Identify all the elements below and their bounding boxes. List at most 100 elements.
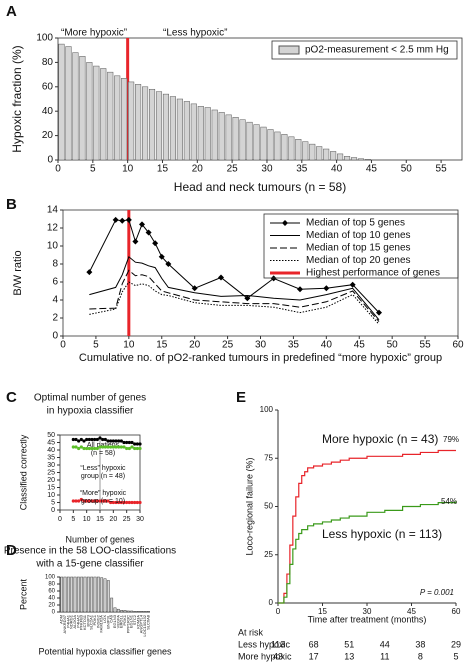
- bar: [123, 610, 127, 613]
- x-tick-label: 15: [156, 340, 168, 351]
- marker: [112, 216, 119, 223]
- bar: [350, 157, 358, 161]
- x-tick-label: P4HA1: [65, 614, 70, 627]
- x-tick-label: 10: [122, 164, 134, 175]
- point: [98, 436, 102, 440]
- bar: [211, 109, 218, 161]
- point: [138, 446, 142, 451]
- bar: [60, 576, 64, 613]
- point: [109, 439, 113, 443]
- series-label: All patiens: [87, 442, 120, 449]
- y-tick-label: 2: [52, 313, 58, 324]
- bar: [274, 131, 281, 161]
- y-tick-label: 60: [48, 589, 55, 595]
- x-tick-label: KCTD11: [82, 614, 87, 630]
- at-risk-value: 68: [309, 639, 319, 649]
- y-tick-label: 100: [36, 33, 53, 44]
- point: [103, 445, 107, 449]
- x-tick-label: 20: [189, 340, 201, 351]
- point: [119, 439, 123, 443]
- series-label: group (n = 48): [81, 473, 125, 480]
- bar: [148, 88, 156, 161]
- x-tick-label: 20: [109, 516, 117, 523]
- bar: [357, 158, 365, 161]
- point: [90, 499, 94, 503]
- bar: [364, 159, 372, 161]
- point: [109, 445, 113, 449]
- point: [127, 440, 131, 445]
- point: [117, 439, 121, 443]
- bar: [281, 134, 288, 161]
- point: [130, 440, 134, 445]
- bar: [344, 156, 351, 161]
- y-tick-label: 0: [52, 331, 58, 342]
- at-risk-value: 8: [418, 651, 423, 661]
- bar: [86, 576, 90, 613]
- point: [85, 499, 89, 503]
- x-tick-label: 35: [288, 340, 300, 351]
- point: [93, 437, 97, 442]
- y-tick-label: 10: [47, 241, 59, 252]
- marker: [158, 253, 165, 260]
- point: [138, 500, 142, 505]
- x-tick-label: 25: [123, 516, 131, 523]
- bar: [169, 96, 176, 161]
- bar: [58, 43, 65, 161]
- x-tick-label: PDK1: [92, 614, 97, 625]
- y-tick-label: 50: [264, 502, 273, 511]
- point: [93, 446, 97, 451]
- at-risk-value: 44: [380, 639, 390, 649]
- point: [87, 437, 91, 442]
- panel-letter: A: [6, 3, 17, 20]
- point: [114, 445, 118, 449]
- x-tick-label: LOC100132: [142, 614, 147, 636]
- x-tick-label: VEGFA: [115, 615, 120, 629]
- survival-curve: [278, 449, 456, 604]
- marker: [139, 221, 145, 228]
- x-tick-label: 35: [296, 164, 308, 175]
- bar: [72, 52, 79, 161]
- point: [125, 440, 129, 445]
- bar: [110, 597, 114, 613]
- bar: [70, 576, 74, 613]
- y-tick-label: 15: [47, 484, 55, 491]
- bar: [140, 611, 144, 613]
- bar: [66, 576, 70, 613]
- bar: [142, 86, 149, 161]
- y-tick-label: 25: [264, 550, 273, 559]
- x-tick-label: EGLN3: [112, 614, 117, 628]
- bar: [330, 151, 337, 161]
- bar: [63, 576, 67, 613]
- x-tick-label: 50: [401, 164, 413, 175]
- bar: [96, 576, 100, 613]
- series-line: [89, 269, 380, 322]
- y-tick-label: 30: [47, 462, 55, 469]
- point: [111, 500, 115, 505]
- point: [98, 499, 102, 503]
- point: [71, 499, 75, 503]
- bar: [135, 84, 142, 161]
- x-tick-label: ADM: [59, 615, 64, 624]
- marker: [145, 229, 152, 236]
- x-tick-label: ALDOA: [72, 615, 77, 629]
- bar: [114, 75, 121, 161]
- legend-label: Median of top 20 genes: [306, 255, 411, 266]
- panel-letter: B: [6, 196, 17, 213]
- y-tick-label: 40: [47, 447, 55, 454]
- point: [79, 445, 83, 449]
- point: [71, 437, 75, 442]
- bar: [218, 112, 225, 161]
- point: [93, 499, 97, 503]
- x-axis-label: Head and neck tumours (n = 58): [174, 180, 346, 194]
- y-tick-label: 4: [52, 295, 58, 306]
- bar: [121, 78, 128, 161]
- series-label: “Less” hypoxic: [80, 465, 126, 472]
- at-risk-label: More hypoxic: [238, 651, 292, 661]
- point: [74, 499, 78, 503]
- point: [98, 445, 102, 449]
- y-tick-label: 50: [47, 432, 55, 439]
- panel-title: with a 15-gene classifier: [35, 559, 144, 570]
- bar: [100, 577, 104, 613]
- survival-curve: [278, 500, 457, 604]
- x-axis-label: Number of genes: [65, 534, 135, 544]
